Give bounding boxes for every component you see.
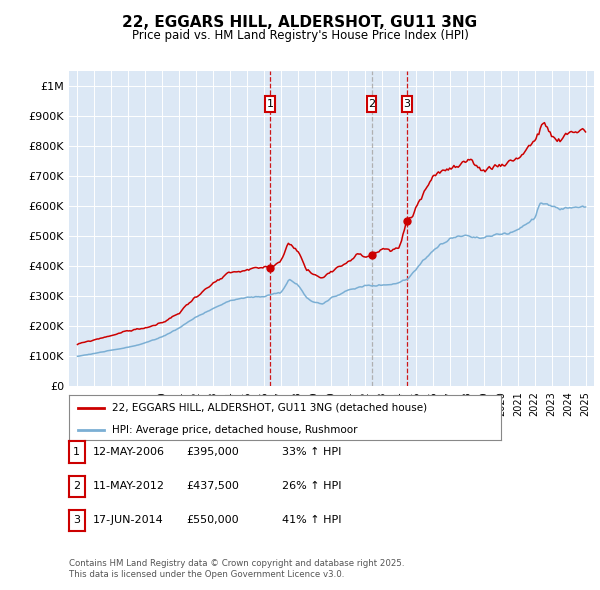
Text: 41% ↑ HPI: 41% ↑ HPI — [282, 516, 341, 525]
FancyBboxPatch shape — [403, 96, 412, 112]
Text: 22, EGGARS HILL, ALDERSHOT, GU11 3NG (detached house): 22, EGGARS HILL, ALDERSHOT, GU11 3NG (de… — [112, 403, 427, 412]
Text: £395,000: £395,000 — [186, 447, 239, 457]
Text: 2: 2 — [73, 481, 80, 491]
Text: 12-MAY-2006: 12-MAY-2006 — [93, 447, 165, 457]
Text: 26% ↑ HPI: 26% ↑ HPI — [282, 481, 341, 491]
Text: 22, EGGARS HILL, ALDERSHOT, GU11 3NG: 22, EGGARS HILL, ALDERSHOT, GU11 3NG — [122, 15, 478, 30]
Text: 1: 1 — [73, 447, 80, 457]
Text: 2: 2 — [368, 99, 375, 109]
Text: 11-MAY-2012: 11-MAY-2012 — [93, 481, 165, 491]
Text: This data is licensed under the Open Government Licence v3.0.: This data is licensed under the Open Gov… — [69, 570, 344, 579]
Text: 3: 3 — [404, 99, 410, 109]
Text: £550,000: £550,000 — [186, 516, 239, 525]
Text: Contains HM Land Registry data © Crown copyright and database right 2025.: Contains HM Land Registry data © Crown c… — [69, 559, 404, 568]
Text: 17-JUN-2014: 17-JUN-2014 — [93, 516, 164, 525]
Text: 1: 1 — [266, 99, 274, 109]
Text: 3: 3 — [73, 516, 80, 525]
Text: £437,500: £437,500 — [186, 481, 239, 491]
FancyBboxPatch shape — [367, 96, 376, 112]
Text: HPI: Average price, detached house, Rushmoor: HPI: Average price, detached house, Rush… — [112, 425, 358, 435]
Text: Price paid vs. HM Land Registry's House Price Index (HPI): Price paid vs. HM Land Registry's House … — [131, 30, 469, 42]
FancyBboxPatch shape — [265, 96, 275, 112]
Text: 33% ↑ HPI: 33% ↑ HPI — [282, 447, 341, 457]
